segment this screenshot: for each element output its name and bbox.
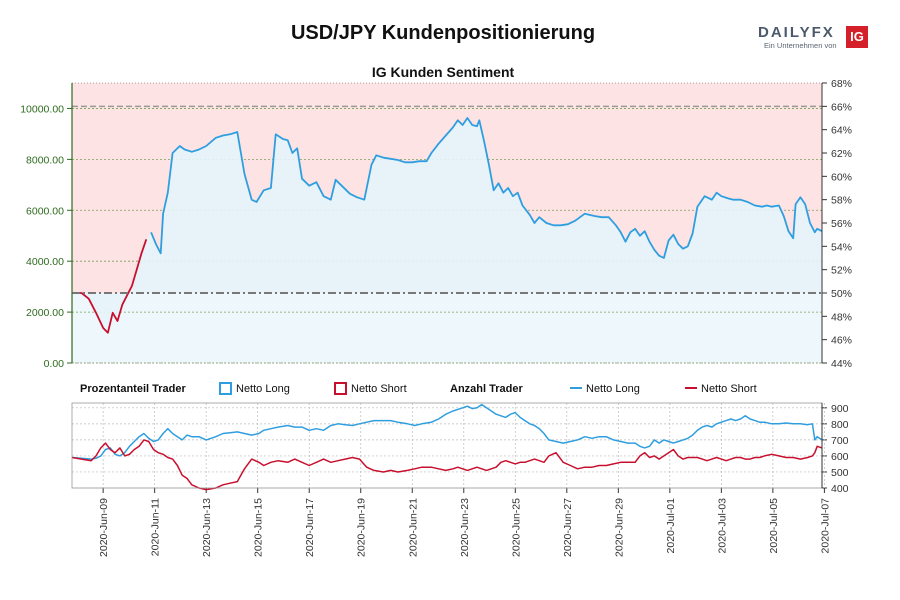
- x-tick-label: 2020-Jun-21: [407, 498, 419, 557]
- x-tick-label: 2020-Jun-17: [304, 498, 316, 557]
- dailyfx-logo: DAILYFX Ein Unternehmen von IG: [756, 24, 868, 50]
- x-tick-label: 2020-Jun-09: [98, 498, 110, 557]
- x-tick-label: 2020-Jun-15: [253, 498, 265, 557]
- x-tick-label: 2020-Jul-05: [768, 498, 780, 554]
- right-tick-label: 58%: [831, 195, 852, 207]
- right-tick-label: 50%: [831, 288, 852, 300]
- net-long-sentiment-line: [150, 117, 823, 259]
- sub-right-tick-label: 800: [831, 419, 849, 431]
- net-long-count-line: [71, 403, 823, 460]
- x-tick-label: 2020-Jul-07: [819, 498, 831, 554]
- sub-right-tick-label: 900: [831, 403, 849, 415]
- legend: Prozentanteil Trader Netto Long Netto Shor…: [80, 382, 757, 395]
- chart-title: USD/JPY Kundenpositionierung: [290, 22, 596, 44]
- sub-right-tick-label: 500: [831, 467, 849, 479]
- x-tick-label: 2020-Jul-03: [716, 498, 728, 554]
- x-tick-label: 2020-Jul-01: [665, 498, 677, 554]
- x-tick-label: 2020-Jun-19: [356, 498, 368, 557]
- left-tick-label: 4000.00: [26, 256, 64, 268]
- sub-right-tick-label: 700: [831, 435, 849, 447]
- sentiment-subtitle: IG Kunden Sentiment: [372, 64, 515, 80]
- x-tick-label: 2020-Jun-25: [510, 498, 522, 557]
- trader-count-panel: 400 500 600 700 800 900 2020-Jun-09 2020-Jun-11…: [71, 402, 849, 557]
- sub-frame: [71, 402, 823, 489]
- right-tick-label: 64%: [831, 125, 852, 137]
- net-short-sentiment-line: [72, 239, 148, 334]
- right-tick-label: 66%: [831, 101, 852, 113]
- x-tick-label: 2020-Jun-23: [459, 498, 471, 557]
- x-tick-label: 2020-Jun-29: [613, 498, 625, 557]
- right-tick-label: 56%: [831, 218, 852, 230]
- legend-short-box-swatch: [334, 382, 347, 395]
- left-tick-label: 6000.00: [26, 205, 64, 217]
- left-tick-label: 8000.00: [26, 154, 64, 166]
- net-short-count-line: [71, 439, 823, 491]
- legend-group-percent: Prozentanteil Trader: [80, 383, 186, 395]
- sentiment-area: [72, 118, 822, 333]
- right-tick-label: 68%: [831, 78, 852, 90]
- right-tick-label: 62%: [831, 148, 852, 160]
- legend-long-label: Netto Long: [236, 383, 290, 395]
- logo-brand-text: DAILYFX: [758, 24, 835, 41]
- right-tick-label: 52%: [831, 265, 852, 277]
- legend-short-count-label: Netto Short: [701, 383, 757, 395]
- x-tick-label: 2020-Jun-11: [150, 498, 162, 556]
- legend-long-box-swatch: [219, 382, 232, 395]
- legend-short-label: Netto Short: [351, 383, 407, 395]
- x-tick-label: 2020-Jun-27: [562, 498, 574, 557]
- legend-long-count-label: Netto Long: [586, 383, 640, 395]
- ig-badge: IG: [846, 26, 868, 48]
- right-tick-label: 44%: [831, 358, 852, 370]
- right-tick-label: 54%: [831, 241, 852, 253]
- left-tick-label: 10000.00: [20, 103, 64, 115]
- sub-right-tick-label: 600: [831, 451, 849, 463]
- right-tick-label: 46%: [831, 335, 852, 347]
- sub-right-tick-label: 400: [831, 483, 849, 495]
- left-tick-label: 0.00: [44, 358, 65, 370]
- left-tick-label: 2000.00: [26, 307, 64, 319]
- long-zone-bg: [72, 293, 822, 363]
- legend-group-count: Anzahl Trader: [450, 383, 523, 395]
- sentiment-panel: 0.00 2000.00 4000.00 6000.00 8000.00 10000.00…: [20, 64, 852, 370]
- logo-subtext: Ein Unternehmen von: [764, 41, 837, 50]
- x-tick-label: 2020-Jun-13: [201, 498, 213, 557]
- right-tick-label: 48%: [831, 311, 852, 323]
- right-tick-label: 60%: [831, 171, 852, 183]
